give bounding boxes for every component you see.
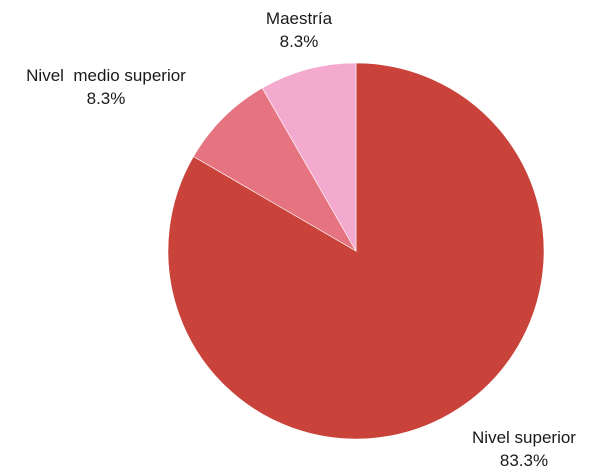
pie-slice-nivel-medio-superior	[193, 87, 357, 252]
slice-value-nivel-medio-superior: 8.3%	[87, 89, 126, 108]
pie-slices	[167, 62, 545, 440]
slice-value-nivel-superior: 83.3%	[500, 451, 548, 470]
slice-label-nivel-medio-superior: Nivel medio superior	[26, 66, 186, 85]
slice-label-nivel-superior: Nivel superior	[472, 428, 576, 447]
pie-slice-maestria	[261, 62, 357, 253]
slice-value-maestria: 8.3%	[280, 32, 319, 51]
slice-label-maestria: Maestría	[266, 9, 333, 28]
